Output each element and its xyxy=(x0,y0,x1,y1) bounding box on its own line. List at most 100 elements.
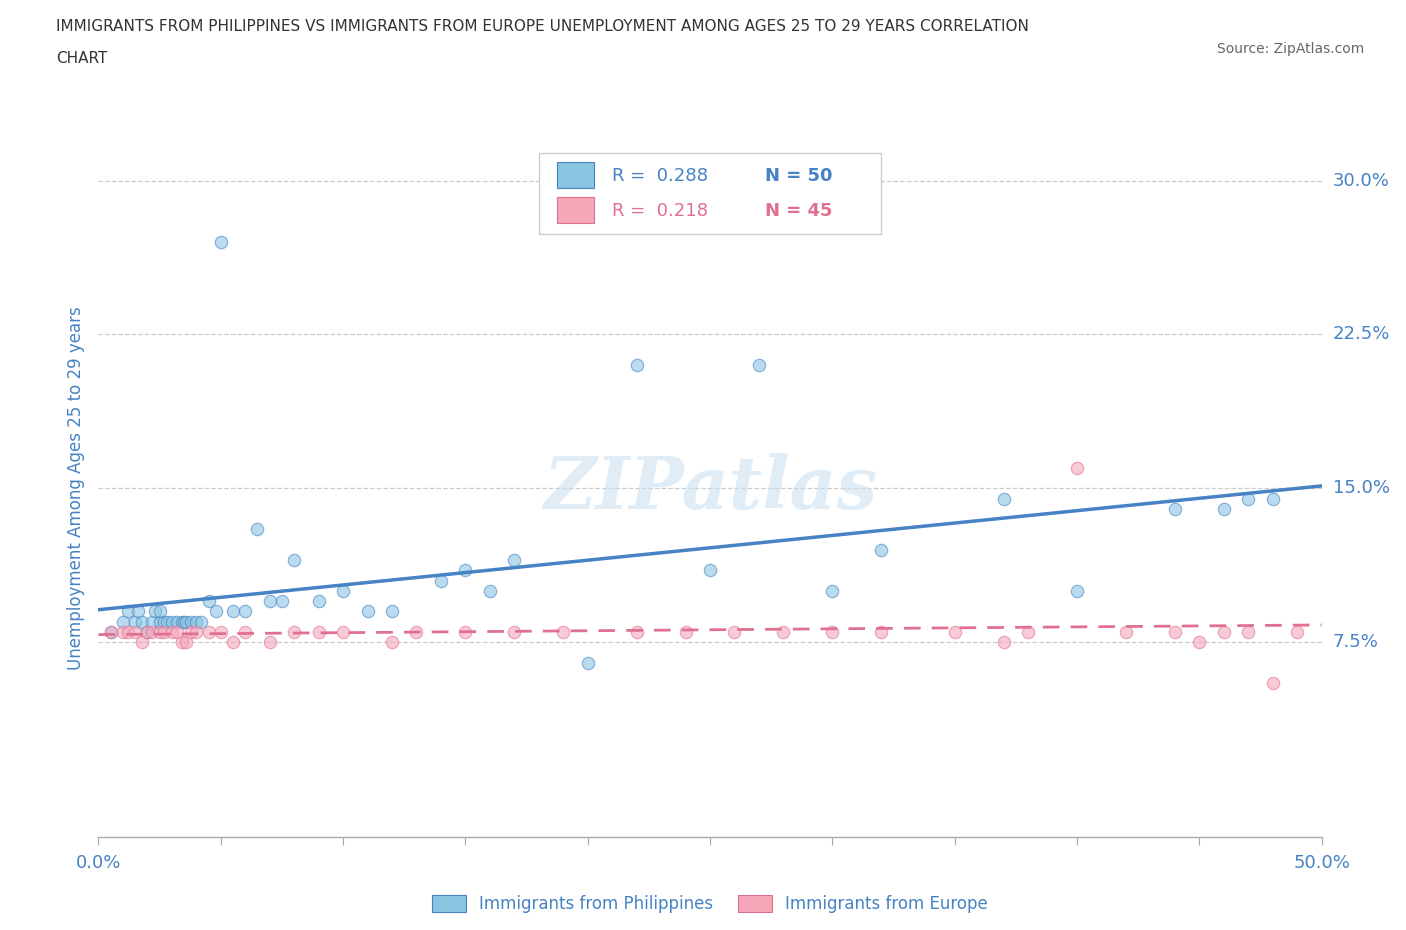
Text: R =  0.218: R = 0.218 xyxy=(612,202,709,219)
Point xyxy=(943,624,966,639)
Point xyxy=(283,624,305,639)
Point xyxy=(870,542,893,557)
Point xyxy=(149,604,172,618)
Point xyxy=(197,593,219,608)
Point xyxy=(233,624,256,639)
Point xyxy=(149,614,172,629)
Point xyxy=(176,634,198,649)
Point xyxy=(503,624,526,639)
Point xyxy=(1261,491,1284,506)
Point xyxy=(454,624,477,639)
Point xyxy=(160,624,183,639)
Point xyxy=(153,624,176,639)
Point xyxy=(117,624,139,639)
Point xyxy=(381,604,404,618)
Point xyxy=(332,624,354,639)
Point xyxy=(186,614,208,629)
Point xyxy=(1164,501,1187,516)
Text: IMMIGRANTS FROM PHILIPPINES VS IMMIGRANTS FROM EUROPE UNEMPLOYMENT AMONG AGES 25: IMMIGRANTS FROM PHILIPPINES VS IMMIGRANT… xyxy=(56,19,1029,33)
FancyBboxPatch shape xyxy=(557,197,593,223)
Point xyxy=(503,552,526,567)
Point xyxy=(124,614,146,629)
Point xyxy=(166,614,188,629)
Point xyxy=(993,634,1015,649)
Point xyxy=(111,624,134,639)
Point xyxy=(141,624,163,639)
Point xyxy=(209,624,232,639)
Text: 22.5%: 22.5% xyxy=(1333,326,1391,343)
Point xyxy=(405,624,427,639)
Point xyxy=(270,593,294,608)
Point xyxy=(1212,501,1234,516)
Point xyxy=(180,624,202,639)
FancyBboxPatch shape xyxy=(557,162,593,189)
Point xyxy=(143,604,166,618)
Point xyxy=(176,614,198,629)
Point xyxy=(100,624,122,639)
Point xyxy=(1261,676,1284,691)
Text: 15.0%: 15.0% xyxy=(1333,479,1389,498)
Point xyxy=(772,624,794,639)
FancyBboxPatch shape xyxy=(538,153,882,233)
Point xyxy=(308,593,330,608)
Point xyxy=(1066,460,1088,475)
Point xyxy=(723,624,745,639)
Point xyxy=(283,552,305,567)
Point xyxy=(124,624,146,639)
Text: R =  0.288: R = 0.288 xyxy=(612,166,709,185)
Text: Source: ZipAtlas.com: Source: ZipAtlas.com xyxy=(1216,42,1364,56)
Point xyxy=(117,604,139,618)
Text: N = 45: N = 45 xyxy=(765,202,832,219)
Point xyxy=(553,624,575,639)
Point xyxy=(259,593,281,608)
Point xyxy=(100,624,122,639)
Point xyxy=(233,604,256,618)
Point xyxy=(748,358,770,373)
Point xyxy=(381,634,404,649)
Point xyxy=(246,522,269,537)
Point xyxy=(1237,491,1260,506)
Point xyxy=(127,604,149,618)
Point xyxy=(209,234,232,249)
Y-axis label: Unemployment Among Ages 25 to 29 years: Unemployment Among Ages 25 to 29 years xyxy=(66,306,84,671)
Text: N = 50: N = 50 xyxy=(765,166,832,185)
Point xyxy=(222,604,245,618)
Text: ZIPatlas: ZIPatlas xyxy=(543,453,877,524)
Point xyxy=(356,604,378,618)
Point xyxy=(186,624,208,639)
Point xyxy=(136,624,159,639)
Point xyxy=(156,614,179,629)
Point xyxy=(626,624,648,639)
Point xyxy=(173,614,195,629)
Point xyxy=(1164,624,1187,639)
Point xyxy=(166,624,188,639)
Text: 7.5%: 7.5% xyxy=(1333,633,1379,651)
Point xyxy=(160,614,183,629)
Point xyxy=(141,614,163,629)
Point xyxy=(332,583,354,598)
Point xyxy=(576,656,599,671)
Point xyxy=(197,624,219,639)
Point xyxy=(478,583,501,598)
Point xyxy=(1115,624,1137,639)
Point xyxy=(136,624,159,639)
Point xyxy=(454,563,477,578)
Point xyxy=(675,624,697,639)
Point xyxy=(131,634,153,649)
Point xyxy=(1066,583,1088,598)
Point xyxy=(259,634,281,649)
Point xyxy=(430,573,453,588)
Point xyxy=(308,624,330,639)
Text: CHART: CHART xyxy=(56,51,108,66)
Point xyxy=(1286,624,1309,639)
Point xyxy=(190,614,212,629)
Point xyxy=(699,563,721,578)
Point xyxy=(1237,624,1260,639)
Point xyxy=(153,614,176,629)
Point xyxy=(149,624,172,639)
Point xyxy=(170,614,193,629)
Point xyxy=(111,614,134,629)
Text: 30.0%: 30.0% xyxy=(1333,171,1389,190)
Point xyxy=(870,624,893,639)
Point xyxy=(993,491,1015,506)
